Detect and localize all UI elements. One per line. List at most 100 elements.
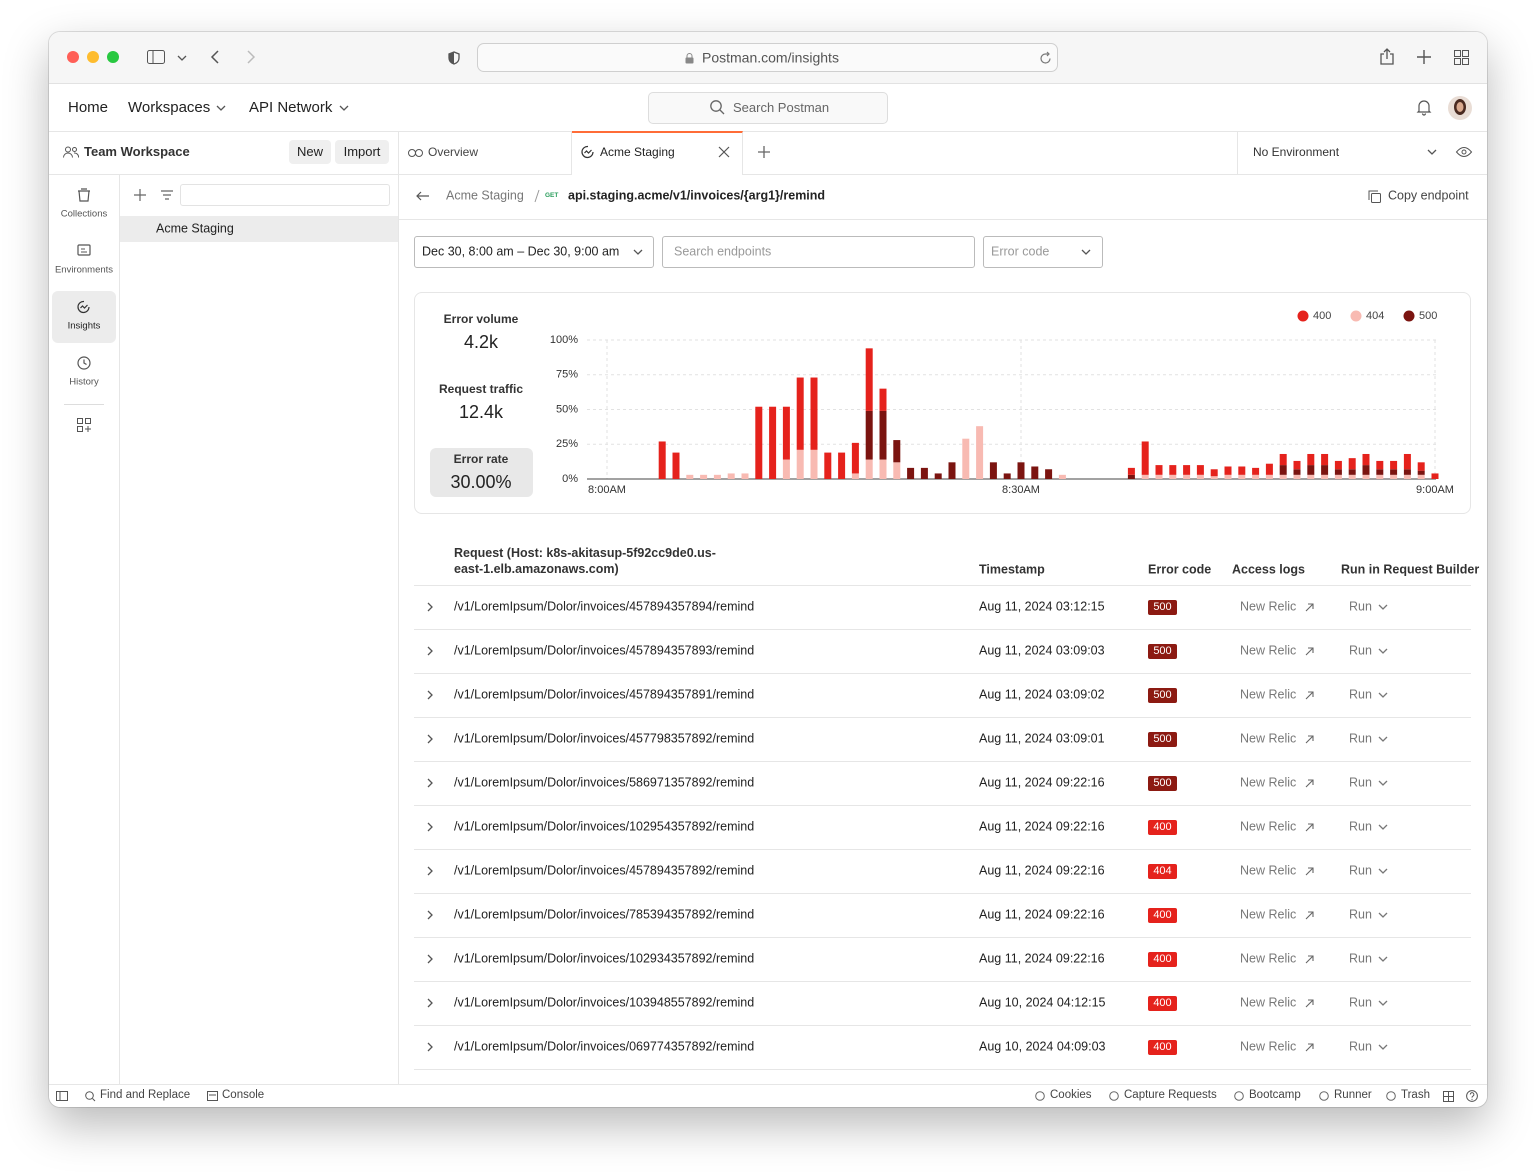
breadcrumb-parent[interactable]: Acme Staging: [446, 188, 524, 203]
footer-item[interactable]: Console: [222, 1089, 265, 1102]
reload: [1039, 51, 1051, 64]
run-button[interactable]: Run: [1349, 731, 1372, 746]
search-box[interactable]: [648, 92, 888, 124]
bar-segment: [1238, 474, 1246, 479]
bar-segment: [976, 426, 984, 479]
run-button[interactable]: Run: [1349, 863, 1372, 878]
access-log-link[interactable]: New Relic: [1240, 1039, 1297, 1054]
footer-item[interactable]: Trash: [1401, 1089, 1430, 1102]
nav-item[interactable]: Workspaces: [128, 99, 211, 116]
legend-label: 400: [1313, 310, 1331, 322]
error-badge: 400: [1148, 995, 1177, 1011]
external-link: [1305, 734, 1314, 743]
run-button[interactable]: Run: [1349, 643, 1372, 658]
run-button[interactable]: Run: [1349, 775, 1372, 790]
bar-segment: [1003, 473, 1011, 479]
header-rule: [414, 585, 1471, 586]
access-log-link[interactable]: New Relic: [1240, 731, 1297, 746]
footer-item[interactable]: Capture Requests: [1124, 1089, 1217, 1102]
run-button[interactable]: Run: [1349, 687, 1372, 702]
expand: [427, 734, 433, 744]
bar-segment: [1321, 465, 1329, 475]
footer-item[interactable]: Cookies: [1050, 1089, 1092, 1102]
endpoint-search[interactable]: [662, 236, 975, 268]
run-button[interactable]: Run: [1349, 599, 1372, 614]
run-button[interactable]: Run: [1349, 995, 1372, 1010]
request-path: /v1/LoremIpsum/Dolor/invoices/4578943578…: [454, 863, 755, 878]
button[interactable]: [335, 140, 389, 164]
url-text: Postman.com/insights: [702, 49, 839, 66]
active-tab[interactable]: [572, 131, 743, 175]
button[interactable]: [289, 140, 331, 164]
tab[interactable]: Overview: [428, 144, 479, 159]
bar-segment: [838, 452, 846, 479]
bar-segment: [1348, 474, 1356, 479]
sidebar-divider: [64, 404, 104, 405]
copy-endpoint[interactable]: Copy endpoint: [1388, 188, 1469, 203]
row-rule: [414, 1069, 1471, 1070]
access-log-link[interactable]: New Relic: [1240, 819, 1297, 834]
bar-segment: [1252, 467, 1260, 475]
run-button[interactable]: Run: [1349, 819, 1372, 834]
bar-segment: [1362, 465, 1370, 475]
access-log-link[interactable]: New Relic: [1240, 687, 1297, 702]
bar-segment: [1196, 465, 1204, 475]
tab[interactable]: Acme Staging: [600, 144, 675, 159]
bar-segment: [1403, 453, 1411, 470]
footer-icon: [1319, 1091, 1329, 1101]
date-filter[interactable]: [414, 236, 654, 268]
sidebar-icon: [77, 356, 91, 370]
row-rule: [414, 1025, 1471, 1026]
error-badge: 500: [1148, 599, 1177, 615]
bar-segment: [769, 406, 777, 479]
error-filter[interactable]: [983, 236, 1103, 268]
row-rule: [414, 629, 1471, 630]
access-log-link[interactable]: New Relic: [1240, 995, 1297, 1010]
access-log-link[interactable]: New Relic: [1240, 907, 1297, 922]
bar-segment: [658, 441, 666, 479]
access-log-link[interactable]: New Relic: [1240, 599, 1297, 614]
bar-segment: [672, 452, 680, 479]
run-button[interactable]: Run: [1349, 951, 1372, 966]
nav-item[interactable]: API Network: [249, 99, 333, 116]
sidebar-item[interactable]: History: [69, 376, 99, 388]
external-link: [1305, 778, 1314, 787]
sidebar-item[interactable]: Insights: [67, 320, 101, 332]
run-button[interactable]: Run: [1349, 1039, 1372, 1054]
bar-segment: [851, 442, 859, 474]
tree-search[interactable]: [180, 184, 390, 206]
access-log-link[interactable]: New Relic: [1240, 863, 1297, 878]
access-log-link[interactable]: New Relic: [1240, 643, 1297, 658]
y-tick-label: 75%: [556, 369, 578, 381]
button-label[interactable]: New: [296, 144, 324, 160]
request-path: /v1/LoremIpsum/Dolor/invoices/7853943578…: [454, 907, 755, 922]
footer-item[interactable]: Find and Replace: [100, 1089, 191, 1102]
footer-item[interactable]: Runner: [1334, 1089, 1372, 1102]
footer-item[interactable]: Bootcamp: [1249, 1089, 1301, 1102]
url-bar: [477, 43, 1058, 72]
run-button[interactable]: Run: [1349, 907, 1372, 922]
sidebar-item[interactable]: Collections: [60, 208, 108, 220]
row-rule: [414, 937, 1471, 938]
bar-segment: [1210, 469, 1218, 477]
tree-row[interactable]: [120, 216, 398, 242]
tab-divider: [571, 131, 572, 174]
button-label[interactable]: Import: [343, 144, 381, 160]
sidebar-item[interactable]: Environments: [54, 264, 114, 276]
row-rule: [414, 805, 1471, 806]
bar-segment: [865, 410, 873, 460]
external-link: [1305, 690, 1314, 699]
access-log-link[interactable]: New Relic: [1240, 775, 1297, 790]
overview-icon: [407, 148, 423, 157]
external-link: [1305, 822, 1314, 831]
external-link: [1305, 602, 1314, 611]
bar-segment: [700, 474, 708, 479]
environment[interactable]: No Environment: [1253, 144, 1340, 159]
access-log-link[interactable]: New Relic: [1240, 951, 1297, 966]
bar-segment: [1293, 469, 1301, 475]
tree-item[interactable]: Acme Staging: [156, 221, 234, 236]
search-placeholder: Search Postman: [733, 100, 830, 116]
bar-segment: [1265, 474, 1273, 479]
bar-segment: [1141, 441, 1149, 475]
nav-item[interactable]: Home: [68, 99, 109, 116]
